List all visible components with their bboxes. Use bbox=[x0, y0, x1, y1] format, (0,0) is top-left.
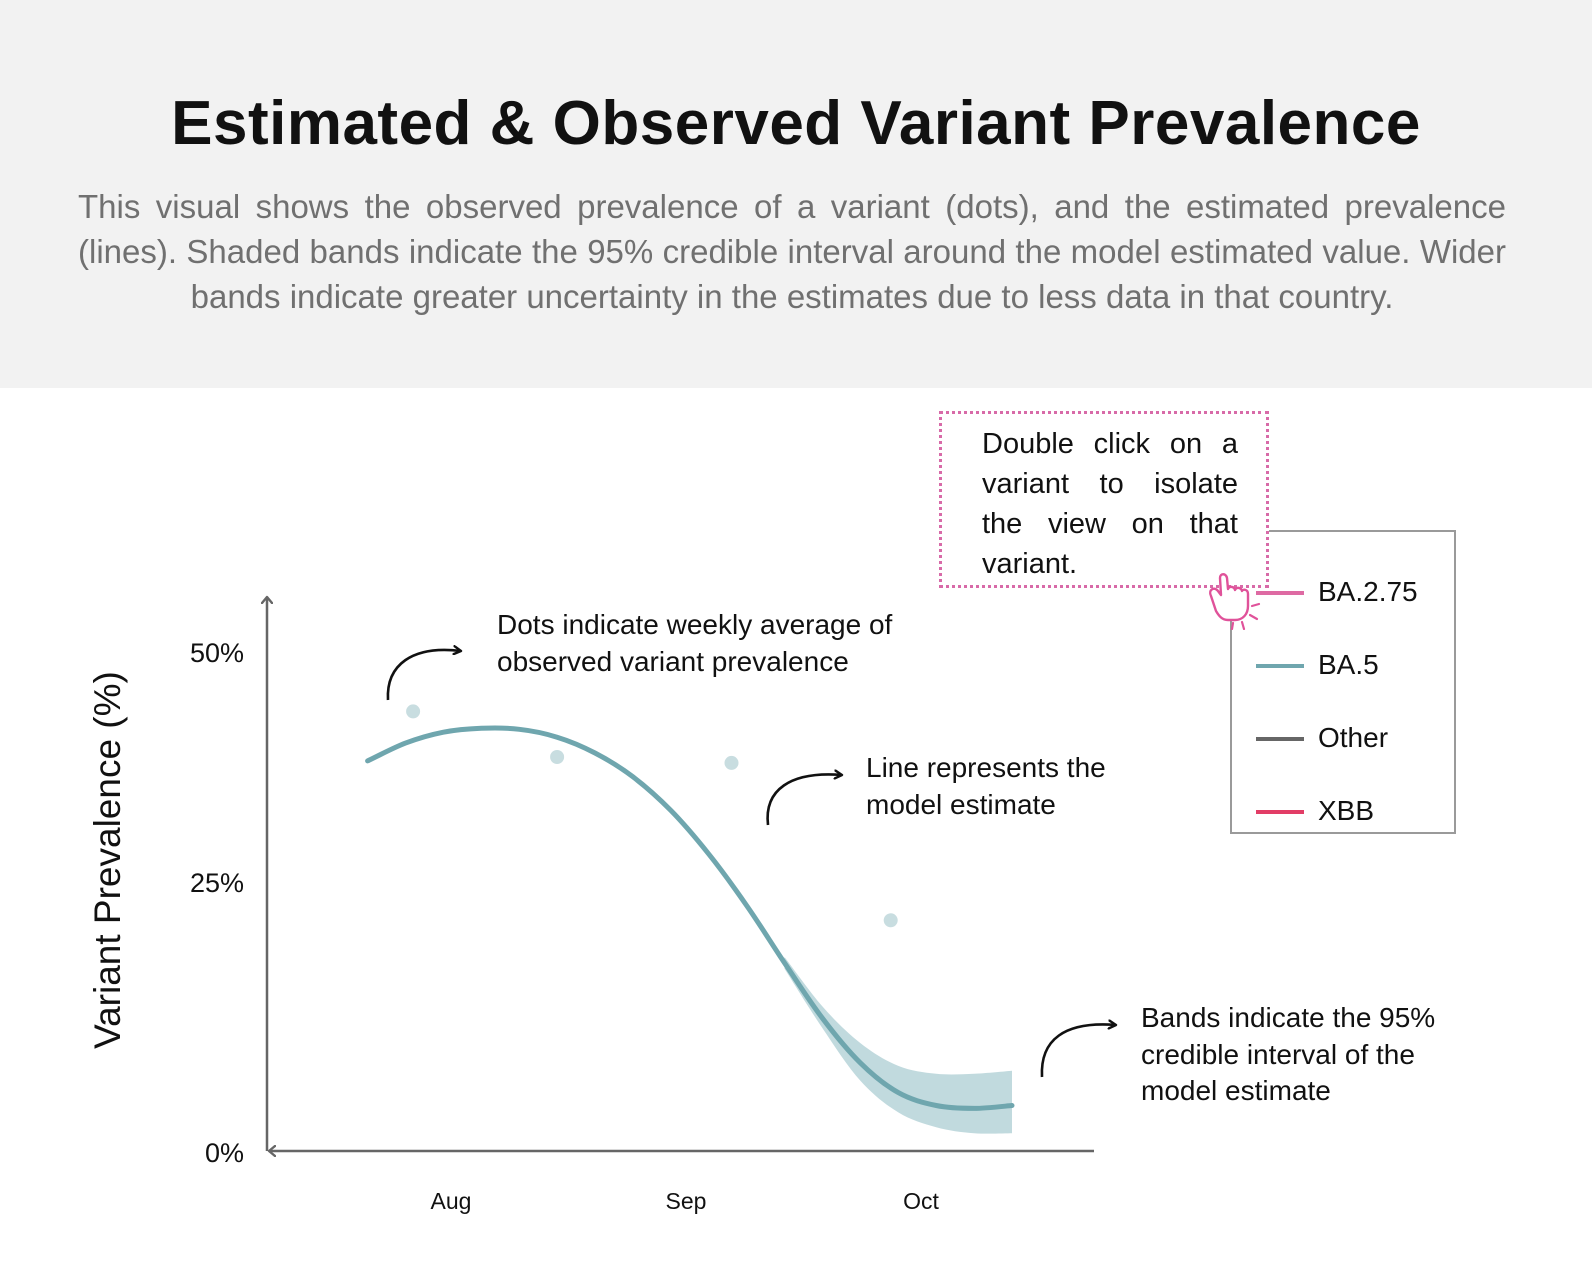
annotation-line-line1: Line represents the bbox=[866, 752, 1106, 783]
page-title: Estimated & Observed Variant Prevalence bbox=[171, 89, 1421, 158]
legend-swatch-ba275 bbox=[1256, 591, 1304, 595]
annotation-line-line2: model estimate bbox=[866, 789, 1056, 820]
x-tick-labels: Aug Sep Oct bbox=[431, 1188, 940, 1214]
annotation-bands: Bands indicate the 95% credible interval… bbox=[1040, 1002, 1443, 1106]
svg-text:Dots indicate weekly average o: Dots indicate weekly average of observed… bbox=[497, 609, 900, 677]
legend-item-ba275[interactable]: BA.2.75 bbox=[1256, 572, 1446, 612]
legend-label-xbb: XBB bbox=[1318, 795, 1375, 826]
legend-item-xbb[interactable]: XBB bbox=[1256, 791, 1446, 831]
annotation-dots-line2: observed variant prevalence bbox=[497, 646, 849, 677]
x-tick-label: Aug bbox=[431, 1188, 472, 1214]
observed-dot bbox=[406, 704, 421, 719]
legend-swatch-ba5 bbox=[1256, 664, 1304, 668]
y-tick-labels: 0% 25% 50% bbox=[190, 638, 244, 1168]
annotation-line: Line represents the model estimate bbox=[766, 752, 1114, 826]
svg-text:Line represents the mode: Line represents the model estimate bbox=[866, 752, 1114, 820]
legend-swatch-xbb bbox=[1256, 810, 1304, 814]
legend-item-ba5[interactable]: BA.5 bbox=[1256, 645, 1446, 685]
annotation-bands-line3: model estimate bbox=[1141, 1075, 1331, 1106]
legend-item-other[interactable]: Other bbox=[1256, 718, 1446, 758]
legend-swatch-other bbox=[1256, 737, 1304, 741]
svg-text:Bands indicate the 95% c: Bands indicate the 95% credible interval… bbox=[1141, 1002, 1443, 1106]
y-tick-label: 0% bbox=[205, 1138, 244, 1168]
legend-label-ba275: BA.2.75 bbox=[1318, 576, 1418, 607]
chart: Variant Prevalence (%) 0% 25% 50% Aug Se… bbox=[87, 388, 1443, 1214]
annotation-dots-line1: Dots indicate weekly average of bbox=[497, 609, 893, 640]
annotation-bands-line1: Bands indicate the 95% bbox=[1141, 1002, 1435, 1033]
annotation-bands-arrow bbox=[1040, 1024, 1116, 1078]
page-description: This visual shows the observed prevalenc… bbox=[78, 188, 1506, 315]
observed-dot bbox=[724, 755, 739, 770]
header-panel: Estimated & Observed Variant Prevalence … bbox=[0, 0, 1592, 388]
hand-pointer-icon bbox=[1209, 573, 1261, 630]
annotation-line-arrow bbox=[766, 774, 842, 826]
y-tick-label: 25% bbox=[190, 868, 244, 898]
ba5-credible-band bbox=[784, 957, 1012, 1134]
tooltip-box: Double click on a variant to isolate the… bbox=[939, 411, 1269, 588]
ba5-estimate-line[interactable] bbox=[365, 725, 1015, 1111]
y-tick-label: 50% bbox=[190, 638, 244, 668]
observed-dot bbox=[550, 750, 565, 764]
annotation-bands-line2: credible interval of the bbox=[1141, 1039, 1415, 1070]
y-axis-title: Variant Prevalence (%) bbox=[87, 671, 128, 1049]
x-tick-label: Oct bbox=[903, 1188, 939, 1214]
legend-label-other: Other bbox=[1318, 722, 1389, 753]
x-tick-label: Sep bbox=[666, 1188, 707, 1214]
observed-dot bbox=[883, 913, 898, 928]
tooltip-text: Double click on a variant to isolate the… bbox=[982, 428, 1238, 580]
ba5-observed-dots bbox=[406, 704, 898, 928]
legend-label-ba5: BA.5 bbox=[1318, 649, 1379, 680]
legend: BA.2.75 BA.5 Other XBB bbox=[1230, 530, 1456, 834]
annotation-dots-arrow bbox=[386, 650, 461, 701]
annotation-dots: Dots indicate weekly average of observed… bbox=[386, 609, 900, 701]
